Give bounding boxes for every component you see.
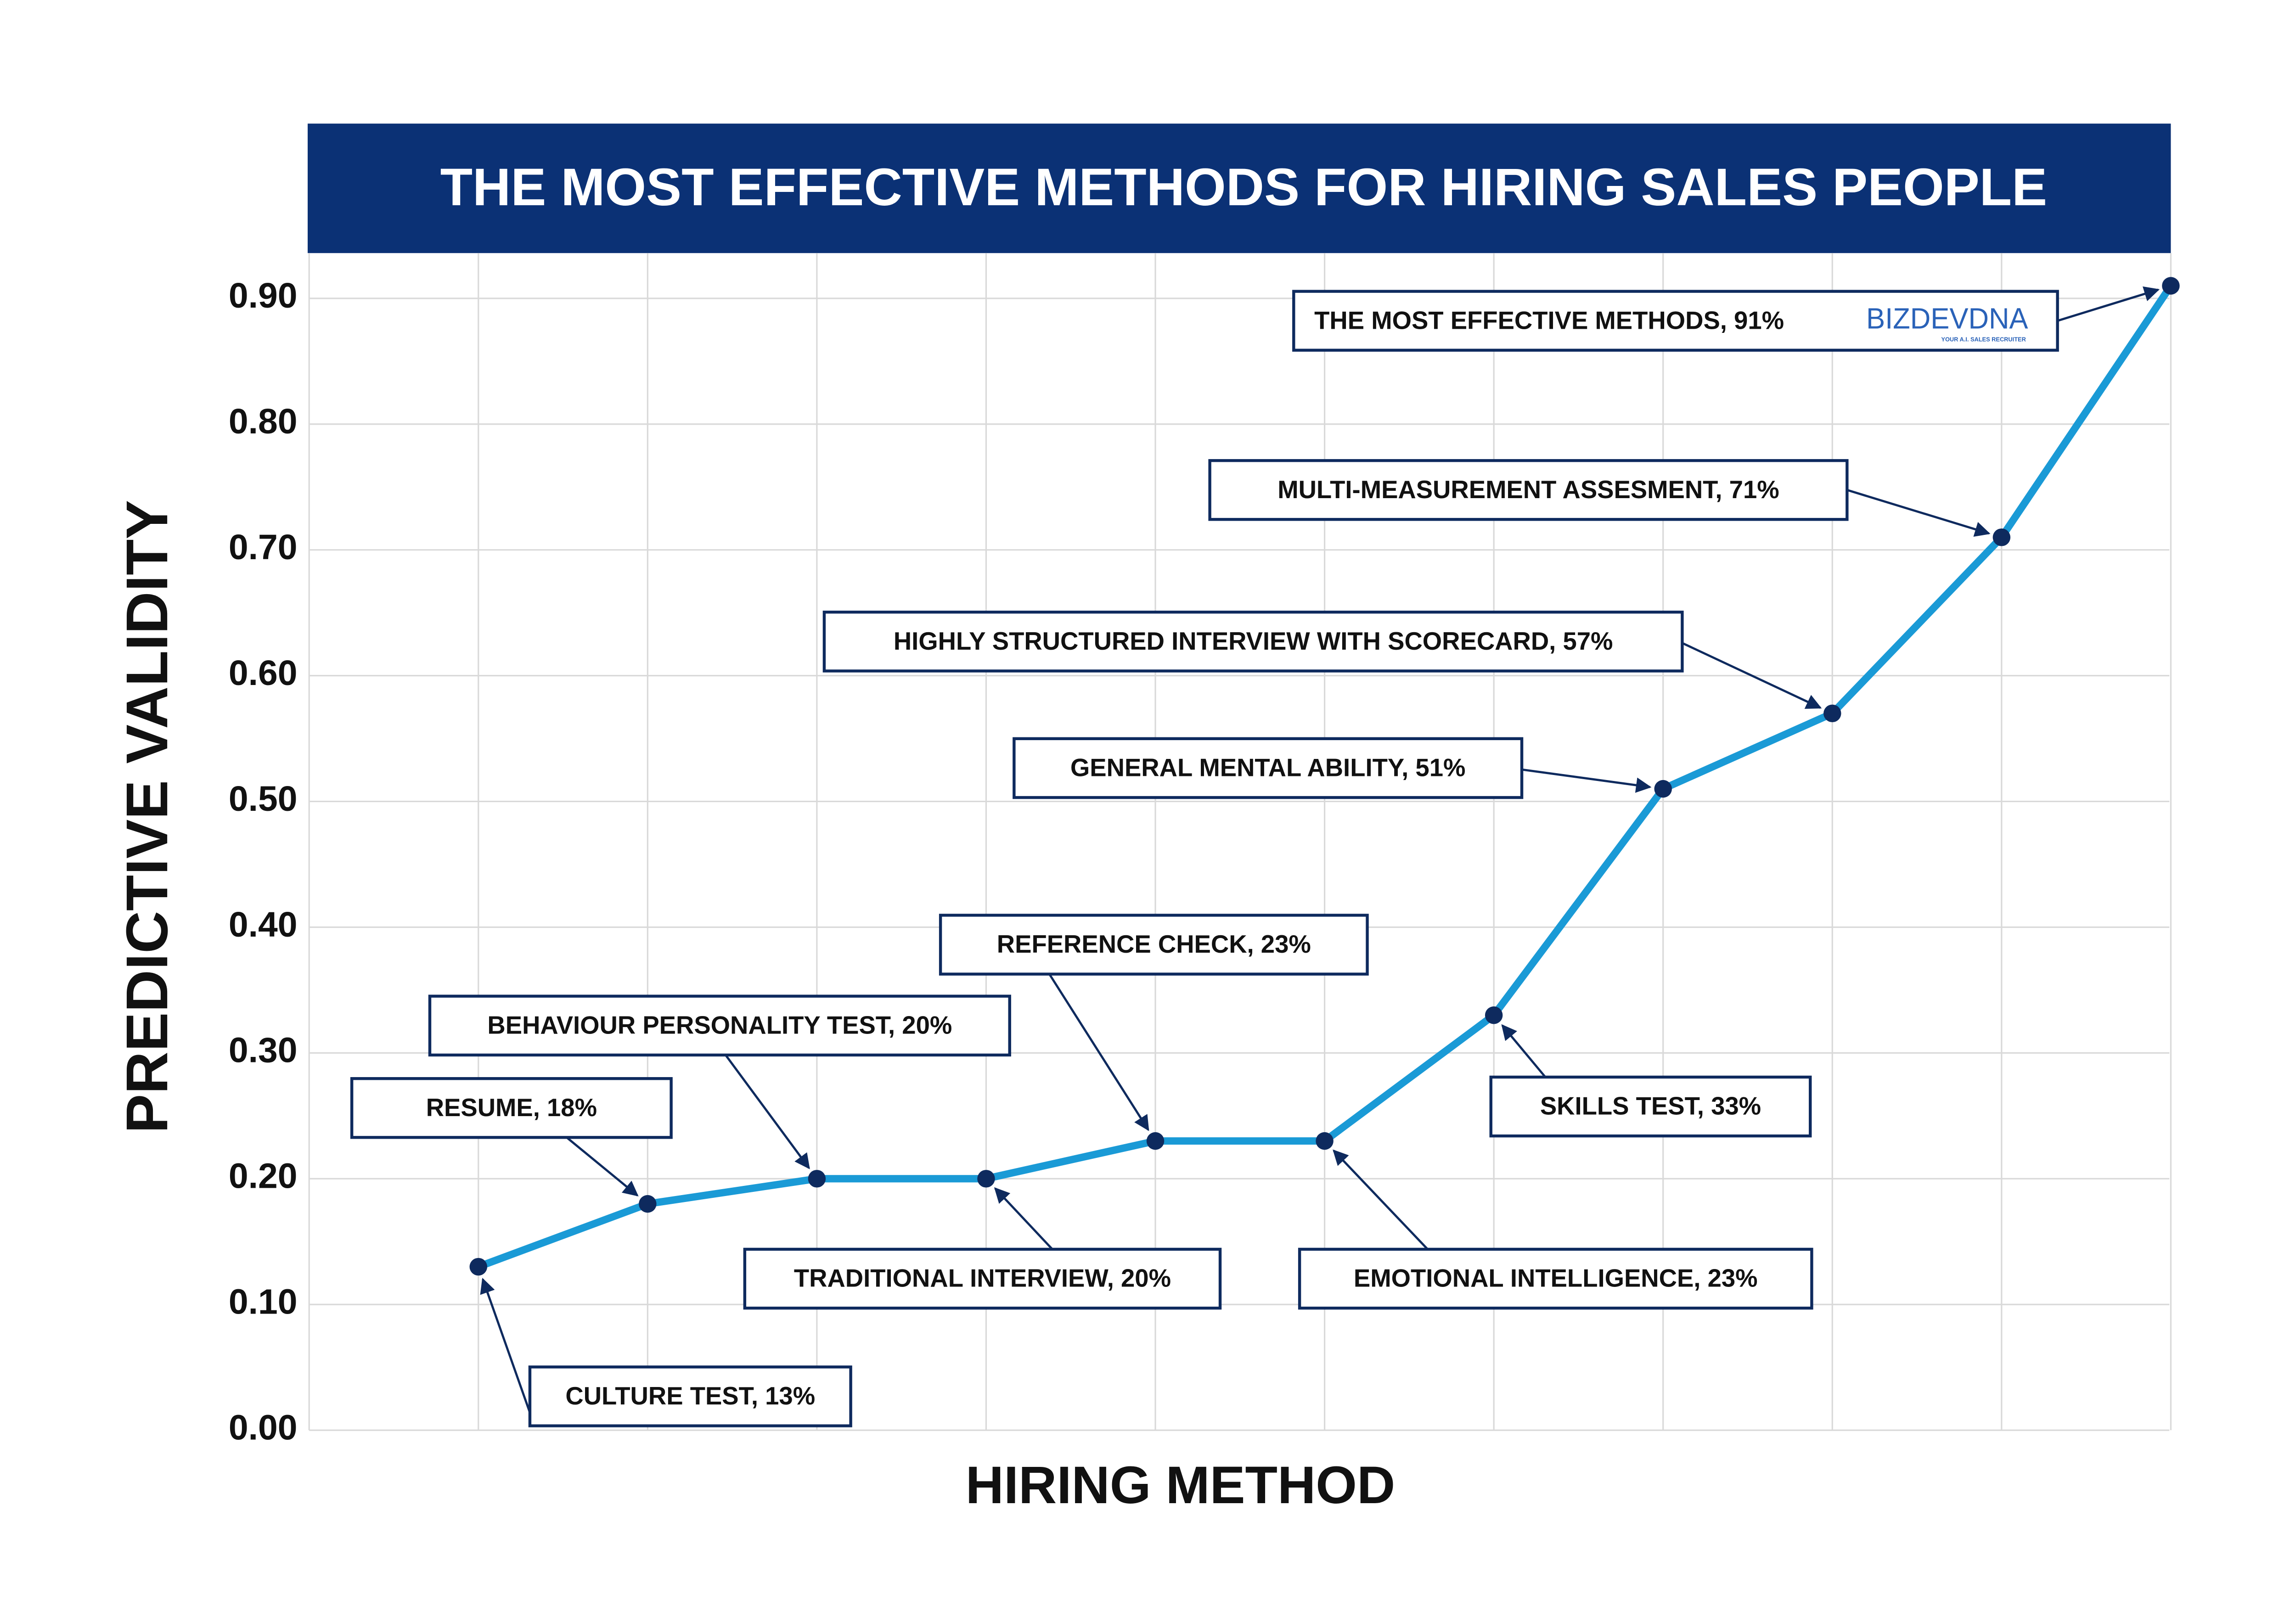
y-tick-label: 0.80 — [229, 402, 298, 441]
point — [469, 1258, 488, 1276]
point — [639, 1195, 657, 1213]
point — [1146, 1132, 1165, 1150]
annotation-label: RESUME, 18% — [426, 1094, 597, 1122]
annotation-arrow — [994, 1187, 1053, 1250]
point — [977, 1170, 995, 1188]
x-axis-label: HIRING METHOD — [966, 1456, 1396, 1515]
annotation-arrow — [1501, 1024, 1547, 1078]
annotation-arrow — [1521, 768, 1652, 793]
annotation-label: EMOTIONAL INTELLIGENCE, 23% — [1354, 1264, 1758, 1292]
annotation-box — [1298, 1247, 1813, 1310]
chart-title: THE MOST EFFECTIVE METHODS FOR HIRING SA… — [440, 158, 2047, 217]
annotation-box — [428, 994, 1011, 1057]
annotation-box — [822, 611, 1684, 673]
annotation-arrow — [1846, 489, 1991, 537]
logo-tagline: YOUR A.I. SALES RECRUITER — [1941, 336, 2026, 343]
point — [808, 1170, 826, 1188]
annotation-arrow — [1333, 1149, 1429, 1250]
annotation-arrow — [725, 1054, 810, 1169]
y-tick-label: 0.20 — [229, 1157, 298, 1196]
annotation-box — [350, 1077, 673, 1139]
y-tick-label: 0.30 — [229, 1031, 298, 1070]
annotation-box — [1292, 290, 2059, 352]
y-tick-label: 0.70 — [229, 528, 298, 567]
annotation-box — [1208, 459, 1849, 521]
y-tick-label: 0.50 — [229, 779, 298, 819]
annotation-box — [528, 1365, 852, 1427]
point — [1992, 528, 2011, 546]
point — [1823, 704, 1841, 723]
annotation-arrow — [2057, 286, 2160, 322]
y-tick-label: 0.90 — [229, 276, 298, 315]
annotation-arrow — [480, 1278, 531, 1413]
y-tick-label: 0.00 — [229, 1408, 298, 1447]
annotation-label: BEHAVIOUR PERSONALITY TEST, 20% — [487, 1011, 952, 1039]
title-bar — [308, 124, 2171, 253]
logo: BIZDEVDNA — [1866, 302, 2028, 335]
annotation-label: REFERENCE CHECK, 23% — [997, 930, 1311, 958]
point — [1485, 1006, 1503, 1024]
annotation-arrow — [1048, 973, 1149, 1131]
annotation-label: TRADITIONAL INTERVIEW, 20% — [794, 1264, 1171, 1292]
point — [1316, 1132, 1334, 1150]
annotation-label: CULTURE TEST, 13% — [565, 1382, 815, 1410]
annotation-label: THE MOST EFFECTIVE METHODS, 91% — [1314, 306, 1784, 334]
y-tick-label: 0.10 — [229, 1282, 298, 1322]
annotation-label: SKILLS TEST, 33% — [1540, 1092, 1761, 1120]
annotation-label: GENERAL MENTAL ABILITY, 51% — [1070, 754, 1466, 782]
y-axis-label: PREDICTIVE VALIDITY — [114, 500, 180, 1133]
y-tick-label: 0.60 — [229, 653, 298, 693]
point — [2162, 277, 2180, 295]
annotation-label: MULTI-MEASUREMENT ASSESMENT, 71% — [1277, 476, 1779, 504]
annotation-box — [743, 1247, 1222, 1310]
annotation-box — [939, 914, 1369, 976]
y-tick-label: 0.40 — [229, 905, 298, 944]
point — [1654, 780, 1672, 798]
annotation-label: HIGHLY STRUCTURED INTERVIEW WITH SCORECA… — [894, 627, 1613, 655]
annotation-arrow — [566, 1136, 639, 1196]
annotation-box — [1013, 737, 1524, 799]
annotation-box — [1489, 1075, 1812, 1138]
annotation-arrow — [1682, 642, 1822, 709]
